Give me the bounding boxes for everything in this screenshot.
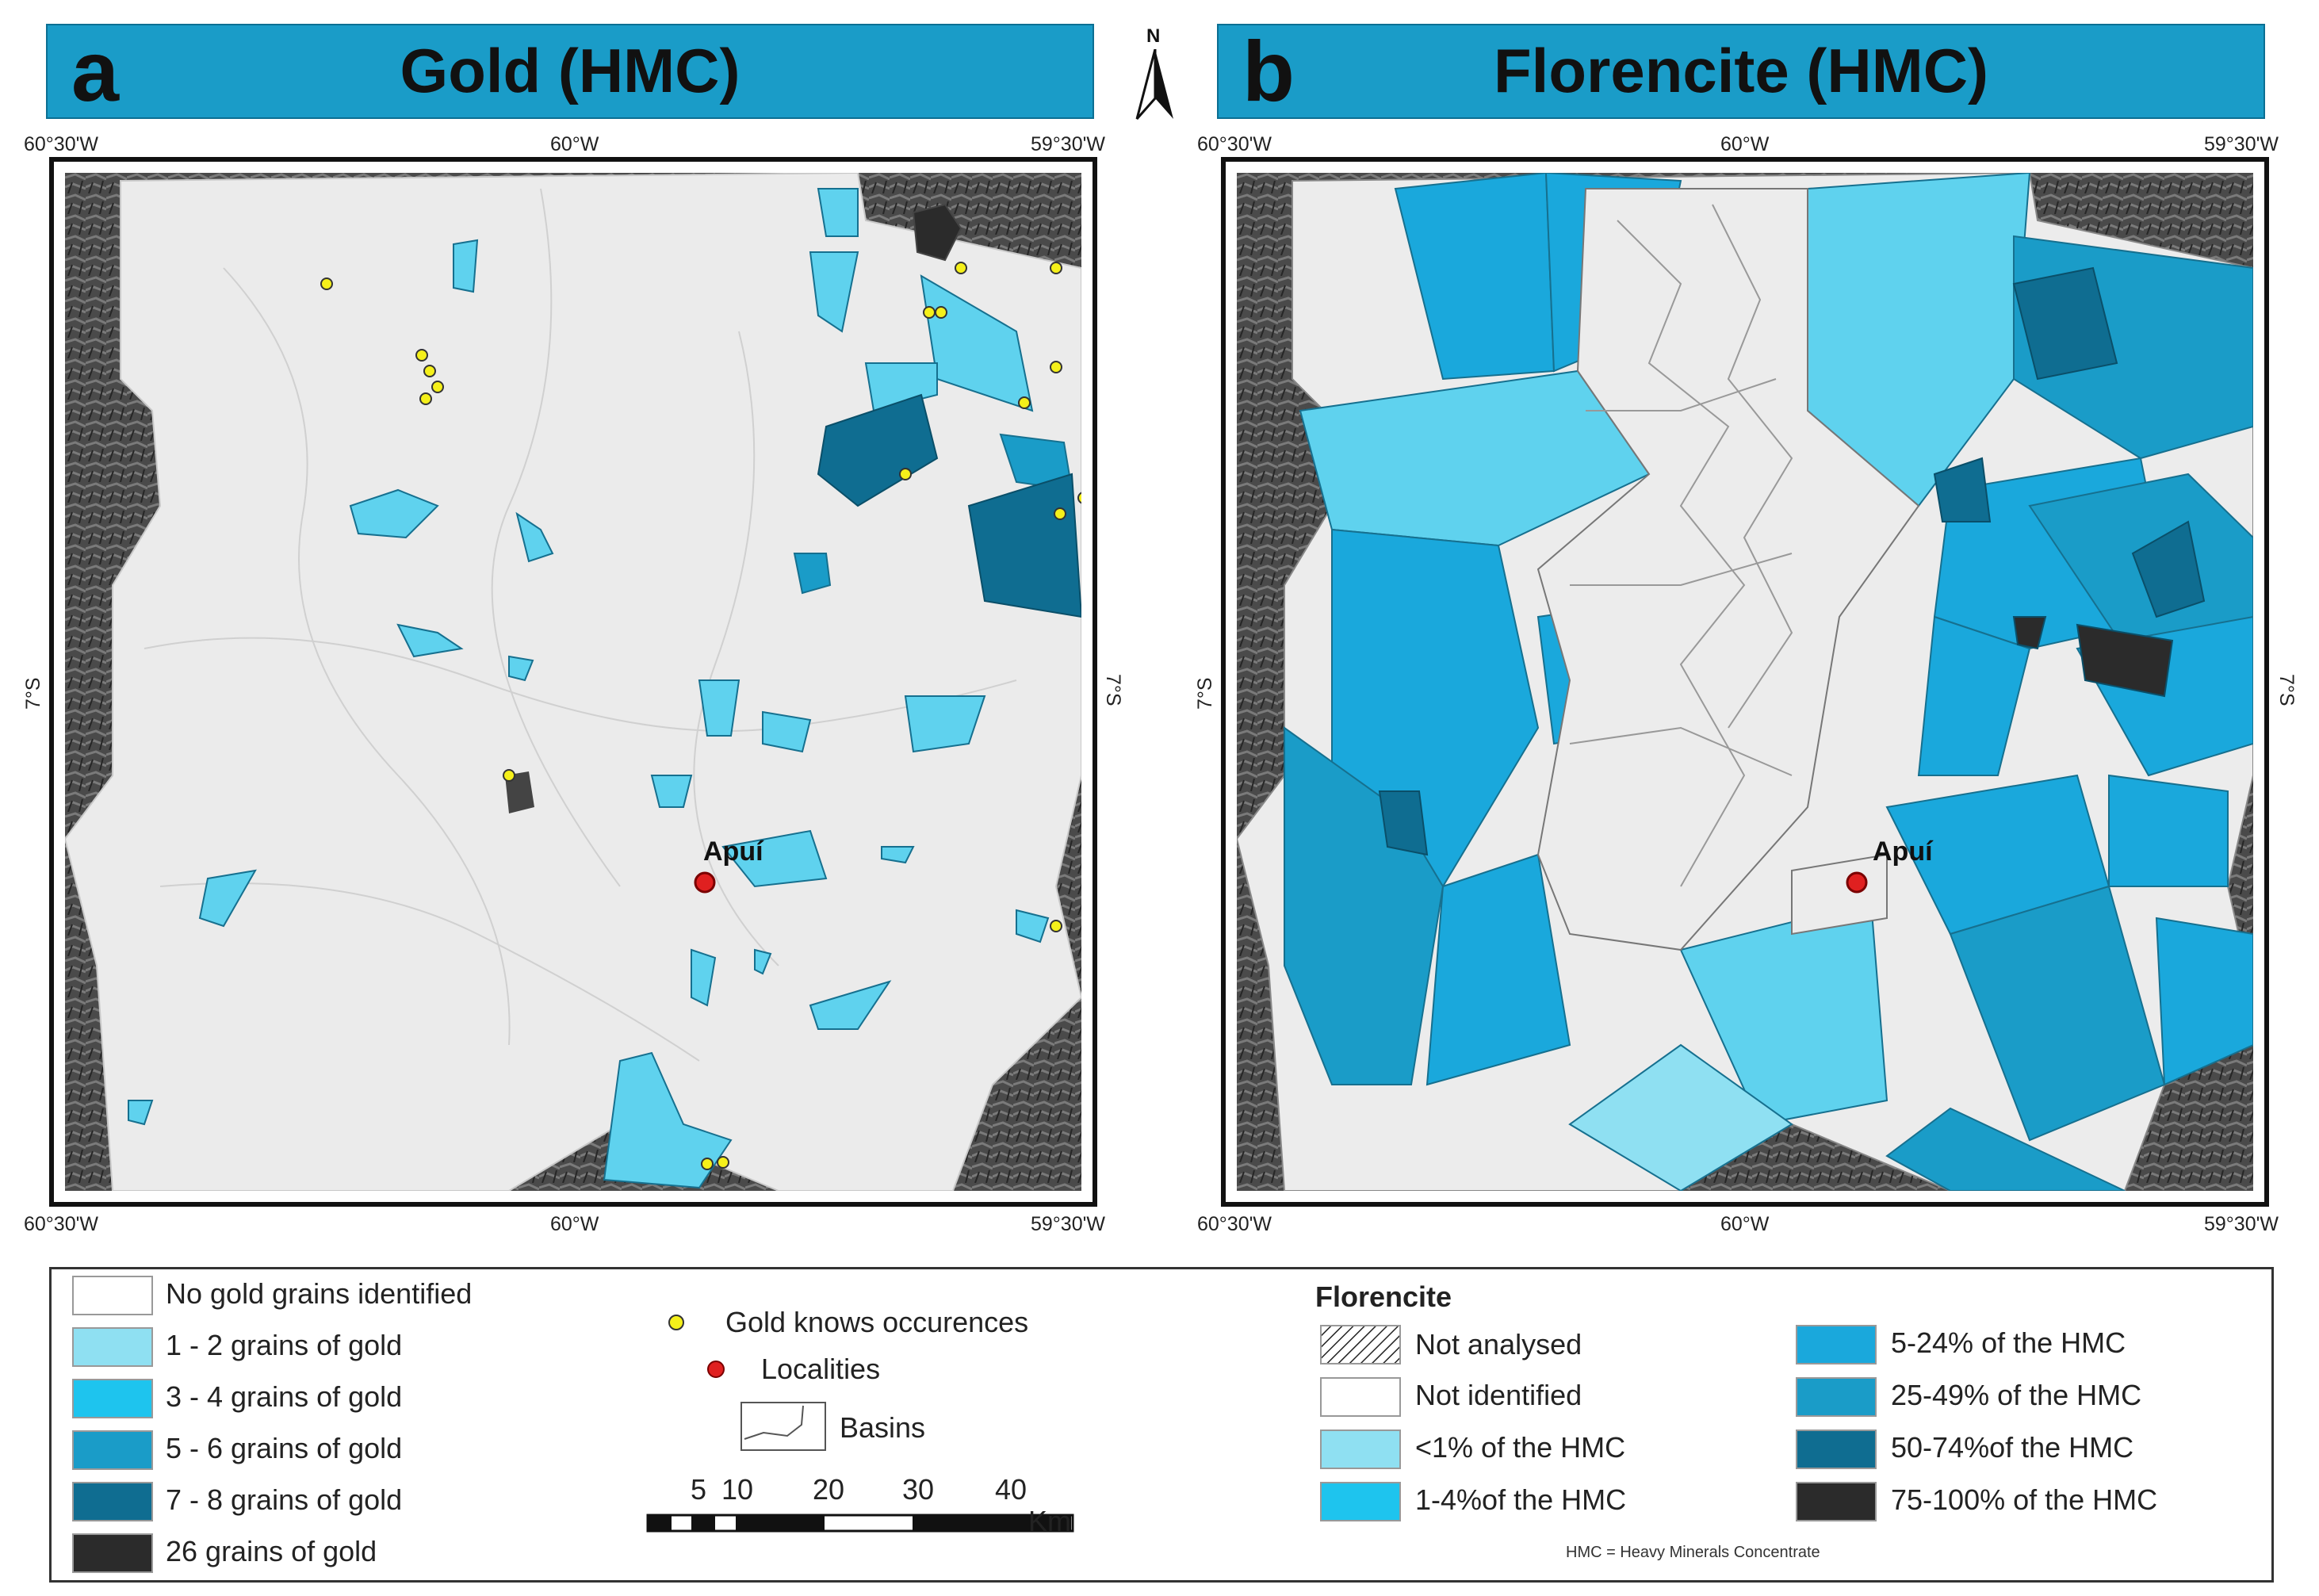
- legend-label-gold-5: 26 grains of gold: [166, 1535, 377, 1567]
- north-arrow-icon: [1135, 49, 1173, 120]
- legend-swatch-flo-7: [1796, 1482, 1877, 1521]
- legend-basins-icon: [740, 1402, 826, 1451]
- scale-bar: [646, 1514, 1074, 1533]
- panel-b-coord-center-top: 60°W: [1720, 133, 1770, 155]
- panel-b-coord-center-bottom: 60°W: [1720, 1213, 1770, 1235]
- legend-label-localities: Localities: [761, 1353, 881, 1385]
- panel-a-coord-east-top: 59°30'W: [1031, 133, 1105, 155]
- panel-a-coord-center-top: 60°W: [550, 133, 599, 155]
- panel-b-locality-label: Apuí: [1873, 836, 1933, 867]
- panel-a-header: a Gold (HMC): [46, 24, 1094, 119]
- legend-swatch-gold-1: [72, 1327, 153, 1367]
- panel-b-map: [1237, 173, 2253, 1191]
- scale-tick-10: 10: [721, 1473, 754, 1506]
- florencite-not-identified: [1536, 188, 1920, 951]
- panel-b-header: b Florencite (HMC): [1217, 24, 2265, 119]
- florencite-basins-dark: [1378, 266, 2206, 856]
- legend-label-gold-0: No gold grains identified: [166, 1277, 473, 1310]
- legend-swatch-gold-3: [72, 1430, 153, 1470]
- legend: No gold grains identified 1 - 2 grains o…: [49, 1267, 2274, 1583]
- panel-b-title: Florencite (HMC): [1494, 36, 1988, 105]
- panel-a-title: Gold (HMC): [400, 36, 740, 105]
- legend-swatch-gold-4: [72, 1482, 153, 1521]
- basin-boundaries: [144, 188, 1017, 1062]
- panel-a-coord-west-top: 60°30'W: [24, 133, 98, 155]
- legend-label-gold-2: 3 - 4 grains of gold: [166, 1380, 403, 1413]
- panel-a-coord-lat-right: 7°S: [1102, 674, 1124, 706]
- legend-swatch-flo-0: [1320, 1325, 1401, 1364]
- locality-point-b: [1846, 871, 1868, 894]
- gold-occurrence-points: [320, 262, 1081, 1170]
- legend-locality-icon: [707, 1361, 725, 1378]
- locality-point-a: [694, 871, 716, 894]
- legend-label-flo-0: Not analysed: [1415, 1328, 1582, 1361]
- legend-label-flo-5: 25-49% of the HMC: [1891, 1379, 2142, 1411]
- scale-tick-40: 40: [995, 1473, 1027, 1506]
- legend-label-gold-4: 7 - 8 grains of gold: [166, 1483, 403, 1516]
- legend-swatch-flo-1: [1320, 1377, 1401, 1417]
- legend-swatch-flo-5: [1796, 1377, 1877, 1417]
- panel-b-coord-lat-left: 7°S: [1194, 677, 1216, 710]
- panel-b-coord-lat-right: 7°S: [2275, 674, 2298, 706]
- legend-swatch-gold-2: [72, 1379, 153, 1418]
- legend-swatch-flo-2: [1320, 1430, 1401, 1469]
- legend-label-flo-4: 5-24% of the HMC: [1891, 1326, 2126, 1359]
- panel-a-map-frame: [49, 157, 1097, 1207]
- panel-b-coord-east-bottom: 59°30'W: [2204, 1213, 2279, 1235]
- basin-26-grains: [912, 203, 962, 262]
- scale-tick-30: 30: [902, 1473, 935, 1506]
- legend-swatch-flo-4: [1796, 1325, 1877, 1364]
- panel-b-coord-west-bottom: 60°30'W: [1197, 1213, 1272, 1235]
- panel-a-coord-west-bottom: 60°30'W: [24, 1213, 98, 1235]
- panel-b-coord-east-top: 59°30'W: [2204, 133, 2279, 155]
- legend-label-flo-7: 75-100% of the HMC: [1891, 1483, 2158, 1516]
- gold-basins-medium: [793, 433, 1073, 595]
- legend-florencite-title: Florencite: [1315, 1280, 1452, 1313]
- north-arrow-label: N: [1146, 25, 1161, 47]
- legend-swatch-flo-6: [1796, 1430, 1877, 1469]
- scale-tick-5: 5: [691, 1473, 707, 1506]
- legend-swatch-flo-3: [1320, 1482, 1401, 1521]
- legend-label-flo-3: 1-4%of the HMC: [1415, 1483, 1627, 1516]
- panel-a-coord-lat-left: 7°S: [22, 677, 44, 710]
- panel-b-map-frame: [1221, 157, 2269, 1207]
- legend-label-basins: Basins: [840, 1411, 926, 1444]
- legend-label-flo-1: Not identified: [1415, 1379, 1582, 1411]
- legend-hmc-note: HMC = Heavy Minerals Concentrate: [1566, 1544, 1820, 1561]
- panel-b-coord-west-top: 60°30'W: [1197, 133, 1272, 155]
- panel-a-letter: a: [71, 23, 120, 119]
- legend-label-occurrences: Gold knows occurences: [725, 1306, 1029, 1338]
- scale-tick-20: 20: [813, 1473, 845, 1506]
- panel-a-map: [65, 173, 1081, 1191]
- basin-boundaries: [1569, 204, 1793, 887]
- gold-basins-dark: [817, 393, 1081, 618]
- legend-swatch-gold-5: [72, 1533, 153, 1573]
- north-arrow: N: [1135, 25, 1175, 121]
- scale-unit: Km: [1028, 1505, 1071, 1537]
- panel-a-locality-label: Apuí: [703, 836, 763, 867]
- legend-swatch-gold-0: [72, 1276, 153, 1315]
- legend-occurrence-icon: [668, 1315, 684, 1330]
- legend-label-gold-3: 5 - 6 grains of gold: [166, 1432, 403, 1464]
- legend-label-gold-1: 1 - 2 grains of gold: [166, 1329, 403, 1361]
- legend-label-flo-2: <1% of the HMC: [1415, 1431, 1626, 1464]
- panel-a-coord-center-bottom: 60°W: [550, 1213, 599, 1235]
- gold-basins-light: [128, 188, 1050, 1189]
- panel-a-coord-east-bottom: 59°30'W: [1031, 1213, 1105, 1235]
- legend-label-flo-6: 50-74%of the HMC: [1891, 1431, 2134, 1464]
- basin-26-grains-small: [505, 771, 534, 813]
- panel-b-letter: b: [1242, 23, 1295, 119]
